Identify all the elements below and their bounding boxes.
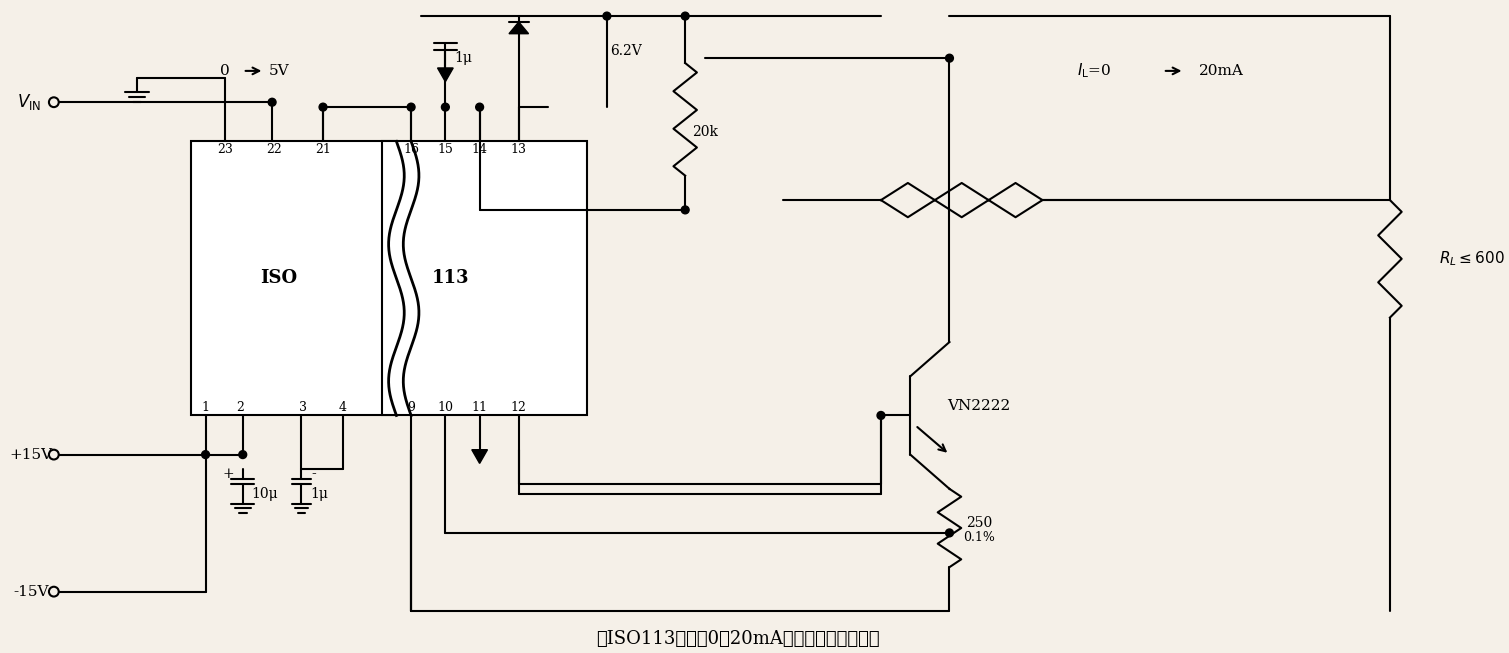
Circle shape [681,206,690,214]
Text: 由ISO113构成的0～20mA隔离电流环驱动电路: 由ISO113构成的0～20mA隔离电流环驱动电路 [596,629,880,648]
Text: 15: 15 [438,143,453,155]
Text: 0.1%: 0.1% [963,532,994,545]
Text: 4: 4 [338,401,347,414]
Text: 13: 13 [510,143,527,155]
Circle shape [442,103,450,111]
Text: 1μ: 1μ [454,51,472,65]
Circle shape [407,103,415,111]
Circle shape [269,99,276,106]
Circle shape [318,103,327,111]
Text: 23: 23 [217,143,232,155]
Text: 3: 3 [299,401,308,414]
Text: 250: 250 [966,516,991,530]
Text: 2: 2 [235,401,244,414]
Polygon shape [438,68,453,82]
Text: 20k: 20k [691,125,718,138]
Text: 10: 10 [438,401,453,414]
Text: ISO: ISO [261,270,297,287]
Circle shape [877,411,884,419]
Text: $V_{\rm IN}$: $V_{\rm IN}$ [17,92,42,112]
Polygon shape [472,450,487,464]
Circle shape [604,12,611,20]
Circle shape [475,103,483,111]
Text: +15V: +15V [9,447,53,462]
Text: 1: 1 [202,401,210,414]
Text: 1μ: 1μ [311,486,327,501]
Circle shape [681,12,690,20]
Text: 11: 11 [472,401,487,414]
Circle shape [202,451,210,458]
Text: VN2222: VN2222 [948,399,1011,413]
Text: 113: 113 [432,270,469,287]
Circle shape [238,451,246,458]
Text: $R_L\leq600$: $R_L\leq600$ [1440,249,1504,268]
Polygon shape [509,22,528,34]
Text: 6.2V: 6.2V [611,44,643,58]
Text: 12: 12 [512,401,527,414]
Text: 21: 21 [315,143,330,155]
Text: +: + [222,467,234,481]
Circle shape [946,529,954,537]
Text: 14: 14 [472,143,487,155]
Circle shape [946,54,954,62]
Bar [190,141,397,415]
Text: 5V: 5V [269,64,290,78]
Bar [382,141,587,415]
Text: 0: 0 [220,64,229,78]
Text: 20mA: 20mA [1200,64,1243,78]
Text: 9: 9 [407,401,415,414]
Text: -15V: -15V [14,584,50,599]
Text: 16: 16 [403,143,420,155]
Text: 22: 22 [266,143,282,155]
Text: $I_{\rm L}$=0: $I_{\rm L}$=0 [1077,61,1111,80]
Text: -: - [312,467,317,481]
Text: 10μ: 10μ [250,486,278,501]
